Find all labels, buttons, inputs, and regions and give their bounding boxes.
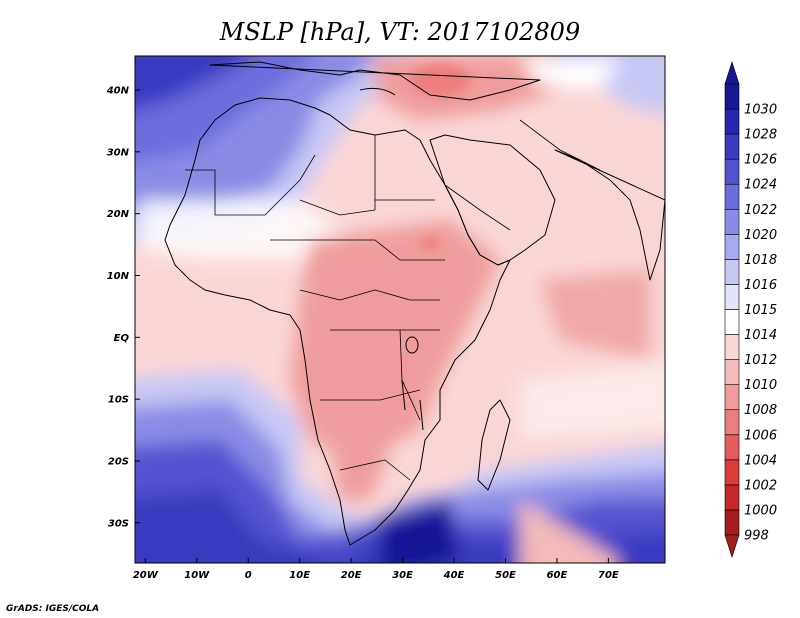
colorbar-label: 1010 xyxy=(744,378,777,393)
aegean-islands xyxy=(359,87,396,96)
colorbar-label: 1024 xyxy=(744,178,777,193)
colorbar-label: 1014 xyxy=(744,328,777,343)
colorbar-swatch-1010 xyxy=(724,359,740,385)
x-axis: 20W 10W 0 10E 20E 30E 40E 50E 60E 70E xyxy=(133,558,619,581)
southern-europe xyxy=(209,61,541,101)
colorbar-label: 1002 xyxy=(744,478,777,493)
colorbar-swatch-1002 xyxy=(724,459,740,486)
x-tick-label: 40E xyxy=(443,570,465,581)
colorbar-label: 998 xyxy=(744,529,769,544)
turkey-1006 xyxy=(410,64,470,96)
kalahari-1008 xyxy=(330,440,390,500)
y-tick-label: 30N xyxy=(107,147,130,158)
lake-victoria xyxy=(405,336,419,354)
south-lobe-1010 xyxy=(520,500,620,563)
arabian-peninsula xyxy=(429,134,556,266)
colorbar-swatch-1026 xyxy=(724,133,740,160)
border-angola-zambia xyxy=(320,389,421,401)
colorbar-swatch-1012 xyxy=(724,334,740,360)
country-borders xyxy=(185,119,601,481)
border-iran xyxy=(519,119,601,171)
y-tick-label: 20S xyxy=(108,456,129,467)
border-libya-egypt xyxy=(299,135,376,216)
colorbar-top-arrow xyxy=(724,61,740,85)
colorbar-swatch-1020 xyxy=(724,208,740,235)
pressure-field xyxy=(135,56,665,563)
colorbar-label: 1012 xyxy=(744,353,777,368)
border-maghreb xyxy=(185,154,316,216)
grads-credit: GrADS: IGES/COLA xyxy=(6,604,100,614)
x-tick-label: 10E xyxy=(289,570,310,581)
africa-coastline xyxy=(164,97,511,546)
colorbar-swatch-1015 xyxy=(724,284,740,310)
x-tick-label: 0 xyxy=(245,570,252,581)
y-tick-label: EQ xyxy=(114,333,130,344)
colorbar-label: 1015 xyxy=(744,303,777,318)
lake-tanganyika xyxy=(401,379,406,411)
colorbar-label: 1020 xyxy=(744,228,777,243)
y-tick-label: 10S xyxy=(108,395,129,406)
lake-malawi xyxy=(419,399,424,431)
x-tick-label: 70E xyxy=(598,570,619,581)
colorbar-label: 1000 xyxy=(744,503,777,518)
border-southern xyxy=(339,459,411,481)
colorbar: 998 1000 1002 1004 1006 1008 1010 1012 1014 1015 1… xyxy=(724,61,777,558)
plot-frame xyxy=(134,55,666,564)
south-high-1030 xyxy=(380,500,460,563)
colorbar-swatch-1006 xyxy=(724,409,740,436)
colorbar-swatch-1004 xyxy=(724,434,740,461)
colorbar-label: 1018 xyxy=(744,253,777,268)
arabian-sea-1008 xyxy=(540,270,650,360)
asia-1014 xyxy=(520,60,620,90)
sudan-1006 xyxy=(420,237,440,249)
colorbar-label: 1016 xyxy=(744,278,777,293)
y-tick-label: 40N xyxy=(106,86,130,97)
y-axis: 40N 30N 20N 10N EQ 10S 20S 30S xyxy=(106,86,140,529)
map-title: MSLP [hPa], VT: 2017102809 xyxy=(219,18,580,46)
madagascar xyxy=(477,399,511,491)
colorbar-swatch-1008 xyxy=(724,384,740,411)
colorbar-label: 1004 xyxy=(744,453,777,468)
x-tick-label: 60E xyxy=(547,570,568,581)
north-high-1026 xyxy=(135,56,249,110)
colorbar-swatch-1024 xyxy=(724,158,740,185)
x-tick-label: 50E xyxy=(495,570,516,581)
sahara-1014 xyxy=(140,200,340,260)
colorbar-label: 1030 xyxy=(744,103,777,118)
south-asia-coast xyxy=(554,149,665,281)
colorbar-swatch-1000 xyxy=(724,484,740,511)
indian-ocean-1014 xyxy=(520,361,665,440)
colorbar-label: 1026 xyxy=(744,153,777,168)
x-tick-label: 10W xyxy=(184,570,210,581)
colorbar-swatch-1014 xyxy=(724,309,740,335)
colorbar-bottom-arrow xyxy=(724,534,740,558)
colorbar-swatch-1018 xyxy=(724,234,740,260)
x-tick-label: 20E xyxy=(341,570,362,581)
border-central xyxy=(299,289,440,301)
colorbar-label: 1008 xyxy=(744,403,777,418)
colorbar-label: 1028 xyxy=(744,128,777,143)
colorbar-swatch-1028 xyxy=(724,108,740,135)
x-tick-label: 20W xyxy=(133,570,159,581)
x-tick-label: 30E xyxy=(392,570,413,581)
border-red-sea xyxy=(444,184,511,231)
coastlines xyxy=(164,61,665,546)
y-tick-label: 20N xyxy=(107,209,130,220)
colorbar-label: 1006 xyxy=(744,428,777,443)
colorbar-swatch-1030 xyxy=(724,83,740,110)
border-sahel xyxy=(270,239,445,261)
colorbar-swatch-1016 xyxy=(724,259,740,285)
y-tick-label: 30S xyxy=(108,518,129,529)
lakes xyxy=(401,336,424,431)
y-tick-label: 10N xyxy=(107,271,130,282)
colorbar-swatch-1022 xyxy=(724,183,740,210)
colorbar-label: 1022 xyxy=(744,203,777,218)
colorbar-swatch-998 xyxy=(724,509,740,536)
